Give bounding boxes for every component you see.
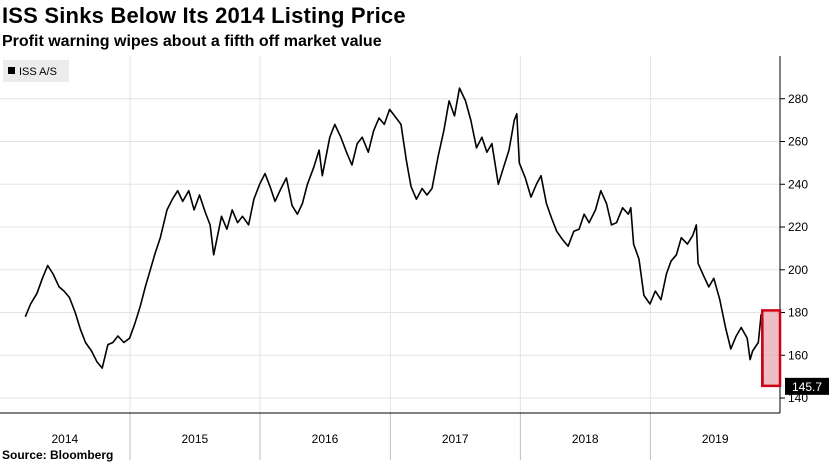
y-tick-label: 280 bbox=[788, 92, 808, 106]
legend-label: ISS A/S bbox=[19, 66, 57, 78]
x-tick-label: 2015 bbox=[181, 432, 208, 446]
x-tick-label: 2019 bbox=[702, 432, 729, 446]
y-tick-label: 160 bbox=[788, 348, 808, 362]
y-tick-label: 180 bbox=[788, 306, 808, 320]
grid-lines bbox=[0, 56, 780, 413]
y-tick-label: 260 bbox=[788, 135, 808, 149]
drop-highlight-box bbox=[761, 309, 782, 388]
legend-box bbox=[3, 60, 69, 82]
chart-subtitle: Profit warning wipes about a fifth off m… bbox=[2, 33, 382, 50]
last-value-label: 145.7 bbox=[792, 380, 822, 394]
label-layer: 145.7 bbox=[785, 377, 829, 395]
last-value-badge bbox=[785, 377, 829, 395]
price-line bbox=[24, 87, 765, 386]
legend-swatch bbox=[8, 67, 15, 74]
legend: ISS A/S bbox=[3, 60, 69, 82]
x-tick-label: 2018 bbox=[572, 432, 599, 446]
y-tick-label: 240 bbox=[788, 177, 808, 191]
x-tick-label: 2016 bbox=[312, 432, 339, 446]
highlight-layer bbox=[761, 309, 782, 388]
y-tick-label: 200 bbox=[788, 263, 808, 277]
source-note: Source: Bloomberg bbox=[2, 448, 114, 462]
chart-title: ISS Sinks Below Its 2014 Listing Price bbox=[2, 3, 406, 28]
series-layer bbox=[24, 87, 765, 386]
y-tick-label: 220 bbox=[788, 220, 808, 234]
x-tick-label: 2014 bbox=[51, 432, 78, 446]
x-tick-label: 2017 bbox=[442, 432, 469, 446]
